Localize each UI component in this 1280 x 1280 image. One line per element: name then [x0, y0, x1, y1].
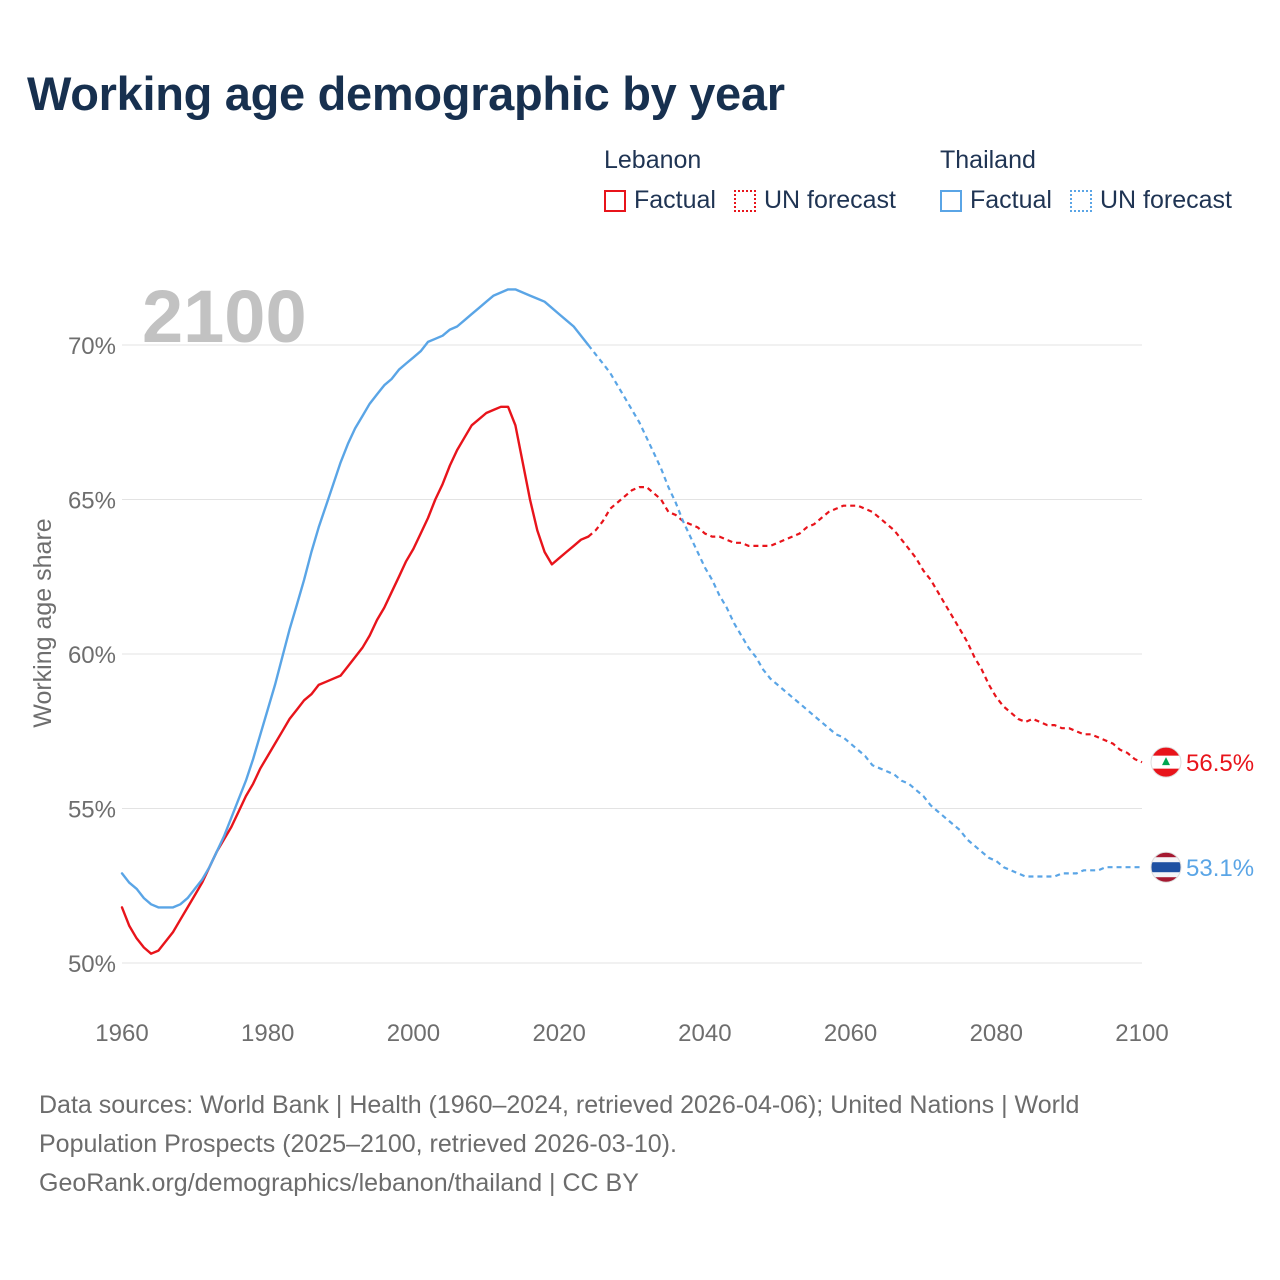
legend-label: Factual [634, 186, 716, 214]
legend-label: Factual [970, 186, 1052, 214]
line-chart: 2100 50% 55% 60% 65% 70% 1960 1980 2000 2020 204… [29, 275, 1254, 1047]
legend-group-lebanon: Lebanon Factual UN forecast [604, 144, 896, 215]
legend-label: UN forecast [763, 186, 896, 214]
legend-label: UN forecast [1099, 186, 1232, 214]
x-tick-label: 2060 [824, 1020, 877, 1047]
x-tick-label: 2000 [387, 1020, 440, 1047]
legend-swatch-solid [940, 189, 962, 212]
series-line-thailand-forecast[interactable] [587, 344, 1142, 878]
legend-item-lebanon-forecast[interactable]: UN forecast [733, 186, 896, 215]
legend-swatch-solid [604, 189, 626, 212]
y-axis: 50% 55% 60% 65% 70% [68, 333, 116, 978]
series [120, 288, 1143, 955]
footer-credit[interactable]: GeoRank.org/demographics/lebanon/thailan… [39, 1169, 639, 1197]
series-end-markers: 56.5% 53.1% [1150, 746, 1254, 883]
x-tick-label: 1980 [241, 1020, 294, 1047]
x-tick-label: 2020 [532, 1020, 585, 1047]
x-tick-label: 2040 [678, 1020, 731, 1047]
end-value-label-thailand: 53.1% [1186, 855, 1254, 882]
series-line-lebanon-forecast[interactable] [587, 486, 1143, 764]
x-axis: 1960 1980 2000 2020 2040 2060 2080 2100 [95, 1020, 1168, 1047]
x-tick-label: 2100 [1115, 1020, 1168, 1047]
series-line-thailand-factual[interactable] [120, 288, 590, 909]
y-tick-label: 60% [68, 642, 116, 669]
legend-group-thailand: Thailand Factual UN forecast [940, 144, 1232, 215]
y-tick-label: 50% [68, 951, 116, 978]
x-tick-label: 2080 [970, 1020, 1023, 1047]
grid [122, 344, 1142, 964]
footer: Data sources: World Bank | Health (1960–… [39, 1086, 1189, 1203]
legend-swatch-dotted [1069, 189, 1092, 212]
year-watermark: 2100 [142, 275, 307, 358]
legend-item-thailand-factual[interactable]: Factual [940, 186, 1052, 215]
y-tick-label: 70% [68, 333, 116, 360]
end-value-label-lebanon: 56.5% [1186, 750, 1254, 777]
legend-group-name: Thailand [940, 146, 1036, 174]
legend-group-name: Lebanon [604, 146, 702, 174]
legend-item-lebanon-factual[interactable]: Factual [604, 186, 716, 215]
series-line-lebanon-factual[interactable] [120, 405, 590, 955]
chart-title: Working age demographic by year [27, 67, 785, 120]
legend-item-thailand-forecast[interactable]: UN forecast [1069, 186, 1232, 215]
legend-swatch-dotted [733, 189, 756, 212]
y-axis-label: Working age share [29, 518, 57, 727]
flag-thailand-icon [1150, 851, 1182, 883]
y-tick-label: 55% [68, 797, 116, 824]
footer-sources: Data sources: World Bank | Health (1960–… [39, 1091, 1080, 1158]
y-tick-label: 65% [68, 488, 116, 515]
x-tick-label: 1960 [95, 1020, 148, 1047]
flag-lebanon-icon [1150, 746, 1182, 778]
